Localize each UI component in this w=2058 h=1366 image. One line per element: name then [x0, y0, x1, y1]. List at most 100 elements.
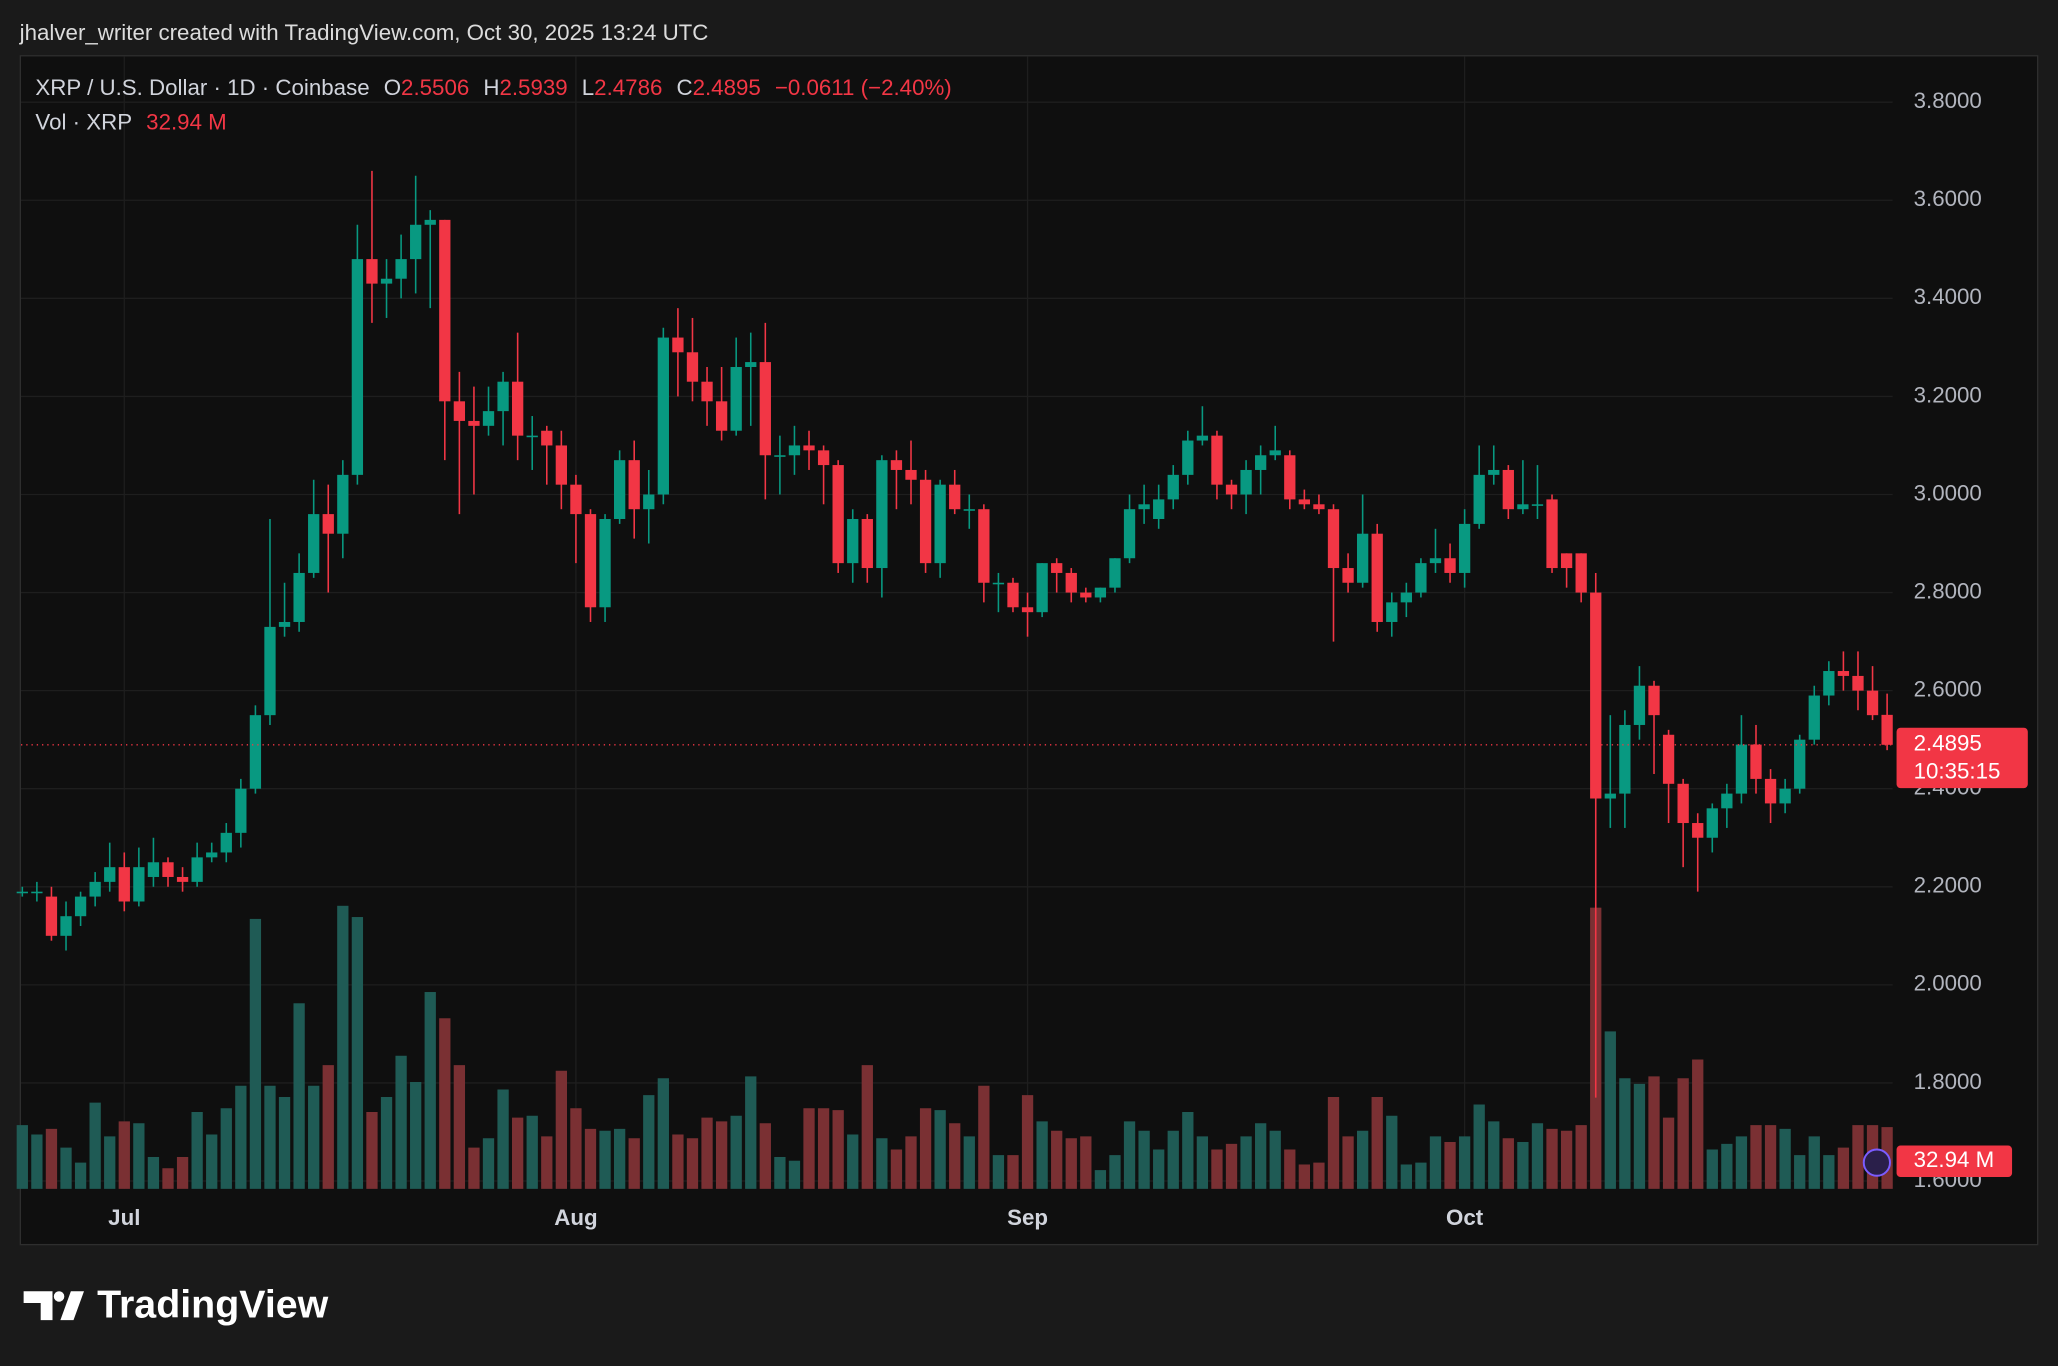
candle-body: [1473, 474, 1485, 524]
candle-body: [1386, 602, 1398, 622]
volume-bar: [1255, 1123, 1267, 1189]
volume-bar: [570, 1108, 582, 1189]
candle-body: [715, 401, 728, 431]
volume-bar: [1488, 1121, 1500, 1189]
volume-bar: [1080, 1136, 1092, 1189]
candle-body: [1458, 523, 1471, 573]
volume-bar: [1677, 1078, 1689, 1189]
volume-bar: [410, 1082, 422, 1189]
volume-bar: [1342, 1136, 1354, 1189]
candle-body: [482, 411, 495, 426]
volume-bar: [1517, 1141, 1529, 1189]
volume-bar: [235, 1085, 247, 1189]
candle-body: [541, 430, 553, 446]
volume-bar: [1211, 1149, 1223, 1189]
candle-body: [16, 891, 28, 894]
ohlc-letter: C: [676, 75, 692, 100]
candle-body: [1094, 587, 1107, 598]
candle-body: [1415, 563, 1427, 593]
candle-body: [1662, 734, 1675, 784]
volume-bar: [1852, 1125, 1864, 1189]
candle-body: [1866, 690, 1879, 716]
volume-bar: [730, 1115, 742, 1189]
volume-bar: [686, 1138, 699, 1189]
volume-bar: [1662, 1117, 1675, 1189]
candle-body: [1735, 744, 1748, 794]
candle-body: [512, 381, 524, 436]
candle-body: [1531, 504, 1544, 506]
candle-body: [832, 465, 844, 564]
volume-bar: [613, 1128, 626, 1189]
y-tick-label: 2.6000: [1914, 677, 1982, 702]
volume-bar: [1604, 1031, 1616, 1189]
ohlc-letter: H: [483, 75, 499, 100]
candle-body: [1342, 568, 1354, 583]
volume-bar: [584, 1128, 597, 1189]
candle-body: [1123, 509, 1136, 559]
candle-body: [1313, 504, 1325, 510]
ohlc-letter: O: [384, 75, 401, 100]
volume-bar: [1298, 1164, 1311, 1189]
candle-body: [308, 514, 320, 573]
ohlc-value: 2.4786: [594, 75, 662, 100]
candle-body: [1794, 739, 1806, 789]
candle-body: [570, 484, 582, 515]
candle-body: [890, 460, 903, 470]
candle-body: [847, 519, 859, 564]
y-tick-label: 1.8000: [1914, 1069, 1982, 1094]
volume-bar: [1633, 1083, 1646, 1189]
candle-body: [235, 788, 247, 833]
ohlc-value: 2.4895: [693, 75, 761, 100]
volume-bar: [1721, 1143, 1733, 1189]
volume-bar: [104, 1136, 116, 1189]
logo-mark: [23, 1291, 84, 1321]
assistant-icon: [1862, 1148, 1891, 1177]
volume-bar: [1794, 1155, 1806, 1189]
volume-bar: [278, 1096, 291, 1189]
candle-body: [31, 891, 43, 894]
volume-bar: [701, 1117, 713, 1189]
candle-body: [730, 366, 742, 431]
volume-bar: [890, 1149, 903, 1189]
candle-body: [1429, 558, 1442, 564]
candle-body: [1255, 455, 1267, 470]
volume-bar: [1429, 1136, 1442, 1189]
volume-bar: [1779, 1128, 1791, 1189]
ohlc-value: 2.5506: [401, 75, 469, 100]
volume-bar: [1356, 1130, 1369, 1189]
legend-line: XRP / U.S. Dollar · 1D · Coinbase O2.550…: [35, 75, 951, 100]
volume-bar: [147, 1156, 160, 1189]
volume-bar: [832, 1110, 844, 1189]
candle-body: [249, 715, 262, 789]
volume-bar: [1138, 1130, 1150, 1189]
volume-bar: [672, 1134, 684, 1189]
candle-body: [1138, 504, 1150, 510]
volume-bar: [220, 1108, 232, 1189]
volume-bar: [1560, 1130, 1573, 1189]
volume-bar: [16, 1125, 28, 1189]
candle-body: [1444, 558, 1456, 573]
candle-body: [118, 867, 130, 902]
candle-body: [1327, 509, 1340, 569]
y-tick-label: 3.4000: [1914, 284, 1982, 309]
volume-bar: [1153, 1149, 1165, 1189]
volume-bar: [1546, 1128, 1558, 1189]
candle-body: [74, 896, 87, 917]
candle-body: [366, 259, 378, 284]
volume-bar: [482, 1138, 495, 1189]
volume-bar: [643, 1095, 655, 1189]
candle-body: [60, 916, 72, 936]
candle-body: [861, 519, 873, 569]
candle-body: [1007, 582, 1019, 608]
candle-body: [1269, 450, 1281, 456]
candle-body: [104, 867, 116, 882]
x-tick-label: Sep: [1007, 1205, 1048, 1230]
volume-bar: [322, 1065, 334, 1189]
candle-body: [745, 362, 757, 367]
volume-bar: [1692, 1059, 1704, 1189]
volume-bar: [264, 1085, 276, 1189]
volume-pane: [16, 905, 1893, 1189]
volume-bar: [308, 1085, 320, 1189]
candle-body: [934, 484, 946, 564]
candle-body: [1619, 724, 1631, 794]
